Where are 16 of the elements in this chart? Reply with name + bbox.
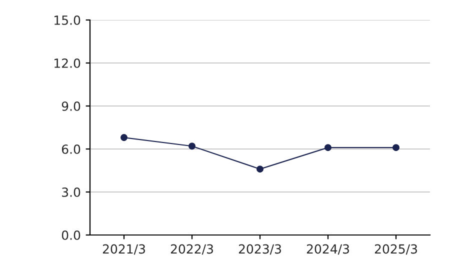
y-tick-label: 0.0 [62,230,80,240]
x-tick-label: 2021/3 [102,244,145,255]
point [188,142,196,150]
y-tick-label: 9.0 [62,101,80,111]
y-tick-label: 12.0 [54,58,80,68]
y-tick-label: 3.0 [62,187,80,197]
y-tick-label: 15.0 [54,15,80,25]
point [256,166,264,173]
x-tick-label: 2025/3 [374,244,417,255]
y-tick-label: 6.0 [62,144,80,154]
x-tick-label: 2024/3 [306,244,349,255]
point [120,134,128,142]
x-tick-label: 2022/3 [170,244,213,255]
point [324,144,332,152]
point [392,144,400,152]
x-tick-label: 2023/3 [238,244,281,255]
